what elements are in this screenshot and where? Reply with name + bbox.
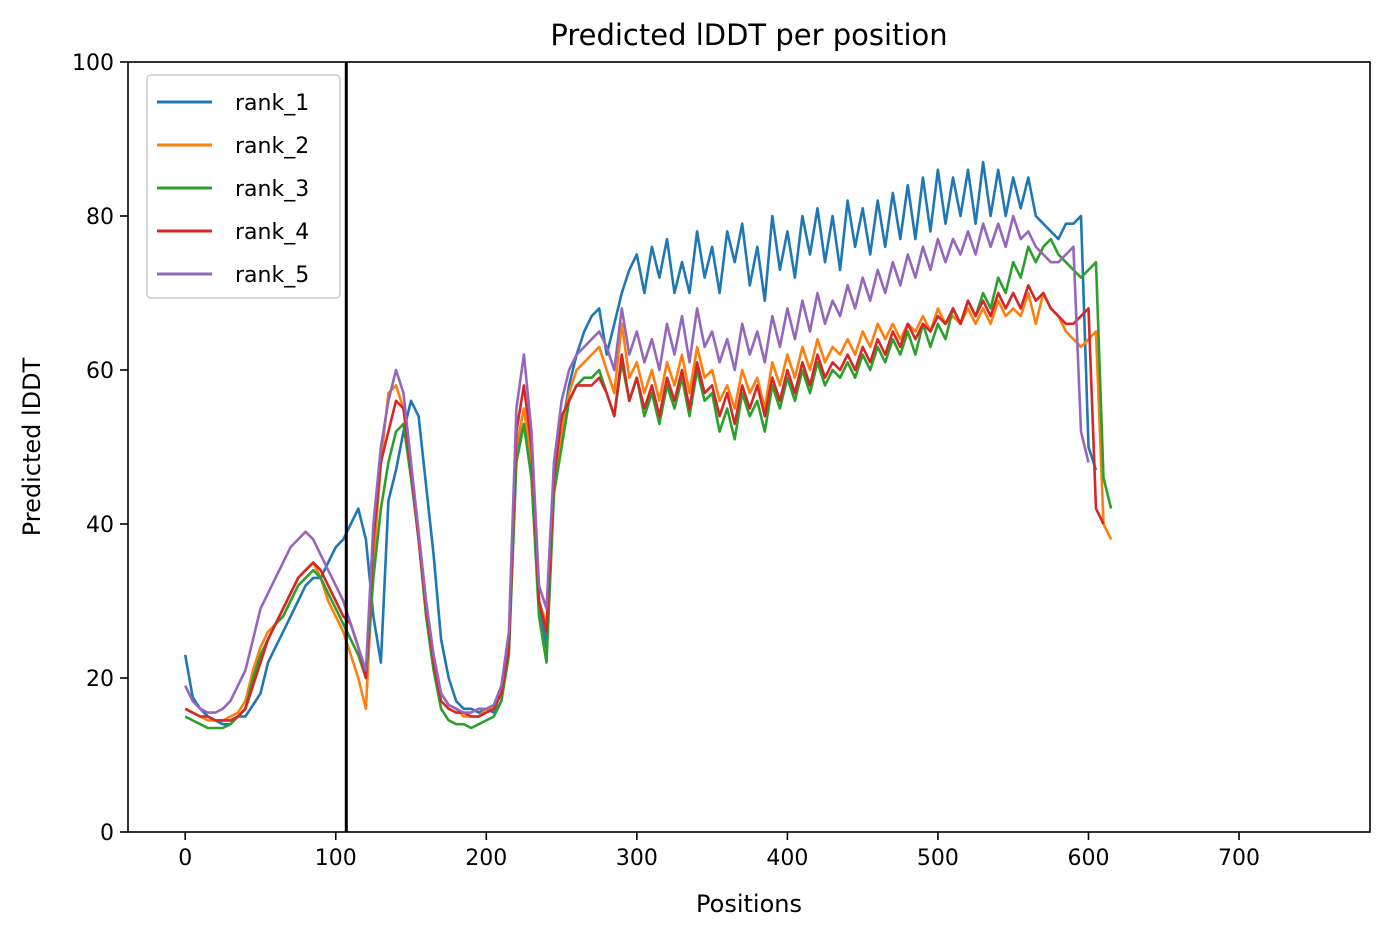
series-line-rank_1 [183,160,1098,726]
y-axis-ticks: 0 20 40 60 80 100 [72,51,128,846]
legend-label-rank_3: rank_3 [235,177,309,202]
series-line-rank_4 [184,283,1105,722]
y-axis-label: Predicted lDDT [18,357,46,536]
chart-title: Predicted lDDT per position [550,18,947,52]
x-tick-label: 0 [178,846,192,871]
y-tick-label: 0 [100,821,114,846]
x-axis-label: Positions [696,890,802,918]
legend-label-rank_2: rank_2 [235,134,309,159]
x-tick-label: 400 [766,846,808,871]
series-line-rank_5 [184,214,1090,714]
axes-frame [127,61,1371,833]
x-tick-label: 300 [616,846,658,871]
legend-box [146,74,341,299]
x-tick-label: 200 [465,846,507,871]
legend-label-rank_5: rank_5 [235,263,309,288]
x-axis-ticks: 0 100 200 300 400 500 600 700 [178,832,1260,871]
plot-area [127,61,1371,833]
x-tick-label: 100 [315,846,357,871]
legend-label-rank_4: rank_4 [235,220,309,245]
y-tick-label: 100 [72,51,114,76]
legend-label-rank_1: rank_1 [235,91,309,116]
series-line-rank_2 [184,291,1113,722]
legend: rank_1 rank_2 rank_3 rank_4 rank_5 [146,74,341,299]
x-tick-label: 600 [1067,846,1109,871]
y-tick-label: 40 [86,513,114,538]
y-tick-label: 80 [86,205,114,230]
series-line-rank_3 [184,237,1113,730]
x-tick-label: 500 [917,846,959,871]
series-layer [183,160,1113,730]
y-tick-label: 20 [86,667,114,692]
y-tick-label: 60 [86,359,114,384]
x-tick-label: 700 [1218,846,1260,871]
